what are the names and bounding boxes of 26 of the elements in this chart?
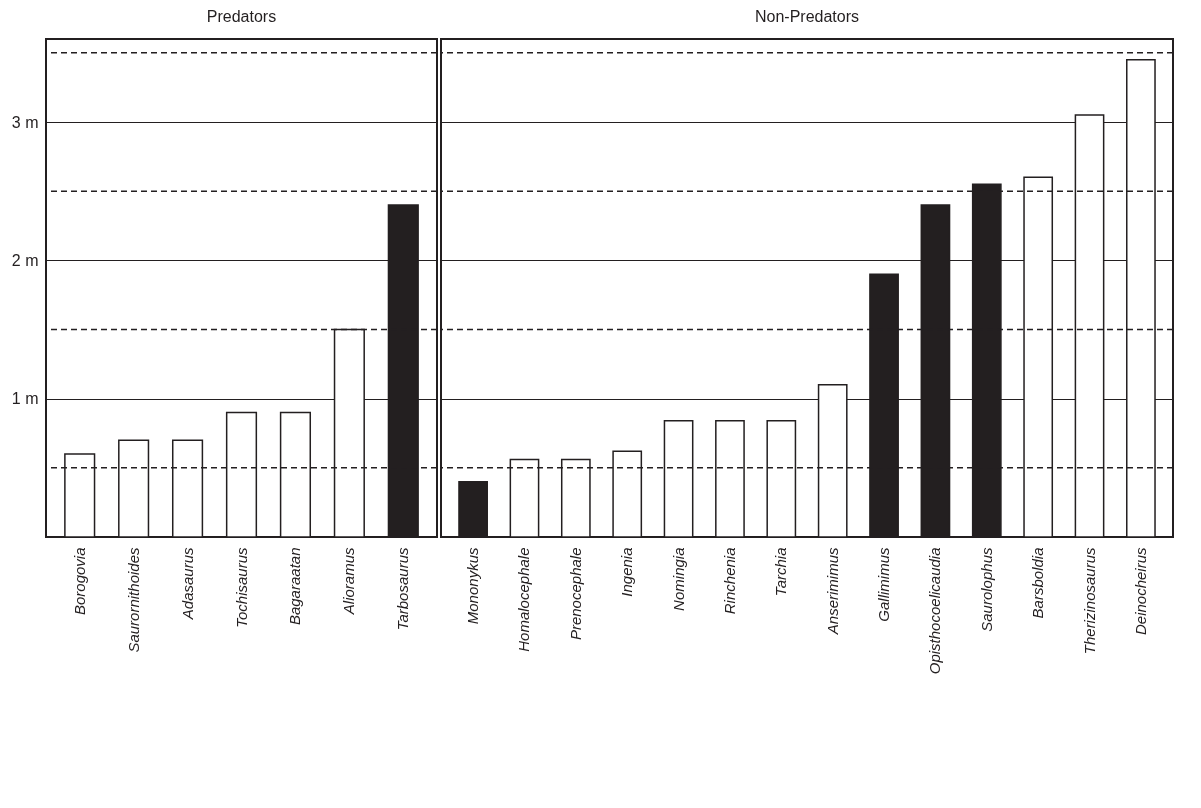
x-tick-label: Anserimimus (823, 547, 841, 636)
chart-title: Predators (206, 8, 277, 25)
x-tick-label: Mononykus (464, 547, 482, 625)
x-tick-label: Bagaraatan (286, 547, 304, 626)
x-tick-label: Tochisaurus (232, 547, 250, 628)
x-tick-label: Borogovia (70, 547, 88, 616)
x-tick-label: Saurolophus (977, 547, 995, 632)
y-tick-label: 1 m (11, 390, 39, 408)
x-tick-label: Adasaurus (178, 547, 196, 621)
x-tick-label: Ingenia (618, 547, 636, 597)
x-tick-label: Rinchenia (720, 547, 738, 615)
x-tick-label: Opisthocoelicaudia (926, 547, 944, 675)
x-tick-label: Tarbosaurus (394, 547, 412, 631)
x-tick-label: Alioramus (340, 547, 358, 616)
x-tick-label: Therizinosaurus (1080, 547, 1098, 655)
x-tick-label: Deinocheirus (1131, 547, 1149, 636)
x-tick-label: Nomingia (669, 547, 687, 611)
y-tick-label: 2 m (11, 251, 39, 269)
chart-title: Non-Predators (754, 8, 860, 25)
x-tick-label: Saurornithoides (124, 547, 142, 653)
x-tick-label: Barsboldia (1029, 547, 1047, 619)
x-tick-label: Homalocephale (515, 547, 533, 652)
x-tick-label: Gallimimus (875, 547, 893, 622)
x-tick-label: Tarchia (772, 547, 790, 597)
x-tick-label: Prenocephale (566, 547, 584, 641)
y-tick-label: 3 m (11, 113, 39, 131)
